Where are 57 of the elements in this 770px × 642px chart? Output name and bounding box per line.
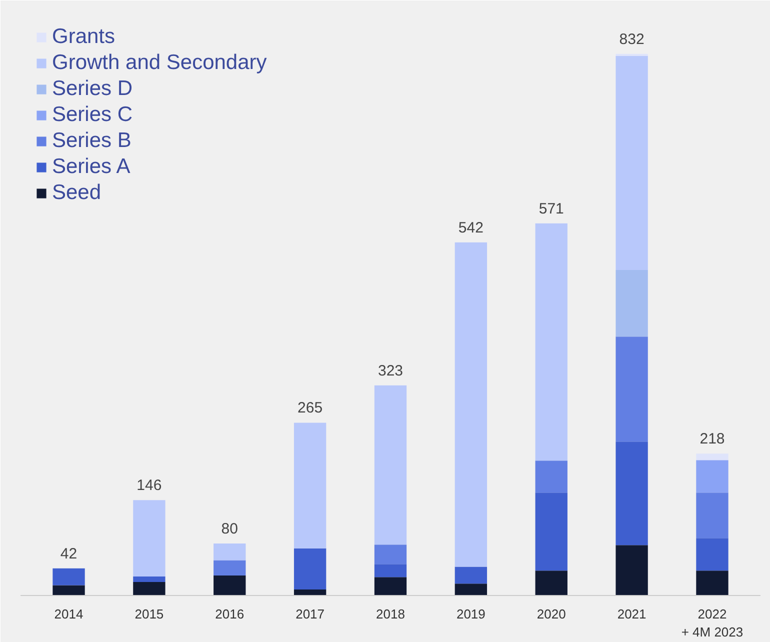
- legend-label: Series D: [52, 77, 133, 101]
- annotation: 542: [458, 219, 484, 236]
- bar: [52, 585, 85, 596]
- bar: [696, 492, 728, 538]
- bar: [294, 548, 326, 590]
- annotation: 218: [700, 430, 725, 448]
- bar: [616, 545, 648, 596]
- legend-label: Series C: [52, 103, 133, 127]
- bar: [535, 570, 568, 596]
- bar: [214, 560, 246, 576]
- bar: [374, 577, 407, 596]
- bar: [616, 336, 648, 442]
- bar: [294, 590, 326, 596]
- bar: [294, 422, 326, 548]
- annotation: 265: [298, 400, 323, 417]
- x-tick-label: 2018: [376, 606, 405, 622]
- x-tick-label: 2017: [296, 606, 325, 622]
- annotation: 80: [221, 520, 238, 538]
- bar: [454, 566, 488, 584]
- x-tick-label: 2014: [54, 606, 84, 622]
- x-tick-label: 2016: [215, 606, 244, 622]
- bar: [616, 270, 648, 337]
- bar: [535, 492, 568, 571]
- annotation: 832: [619, 30, 644, 48]
- bar: [696, 460, 728, 493]
- annotation: 323: [378, 362, 404, 380]
- bar: [535, 460, 568, 493]
- bar: [133, 500, 166, 577]
- annotation: 571: [538, 200, 564, 218]
- annotation: 146: [136, 477, 162, 494]
- x-tick-label: 2015: [134, 606, 164, 622]
- bar: [374, 564, 407, 578]
- bar: [535, 223, 568, 461]
- bar: [454, 584, 488, 596]
- bar: [214, 544, 246, 560]
- x-tick-label: 2019: [456, 606, 486, 622]
- bar: [374, 385, 407, 545]
- bar: [133, 576, 166, 582]
- bar: [696, 454, 728, 460]
- x-tick-label: 2021: [617, 606, 646, 622]
- legend-label: Growth and Secondary: [52, 51, 267, 75]
- bar: [374, 544, 407, 564]
- legend-label: Series A: [52, 155, 130, 179]
- bar: [696, 538, 728, 571]
- bar: [616, 56, 648, 270]
- bar: [616, 442, 648, 546]
- bar: [214, 575, 246, 596]
- bar: [696, 570, 728, 596]
- legend-label: Grants: [52, 25, 116, 49]
- bar: [52, 568, 85, 586]
- bar: [133, 582, 166, 596]
- x-tick-label: 2020: [536, 606, 566, 622]
- legend-label: Seed: [52, 181, 102, 205]
- x-tick-label: 2022 + 4M 2023: [681, 606, 744, 640]
- legend-label: Series B: [52, 129, 132, 153]
- bar: [454, 242, 488, 567]
- annotation: 42: [60, 545, 78, 562]
